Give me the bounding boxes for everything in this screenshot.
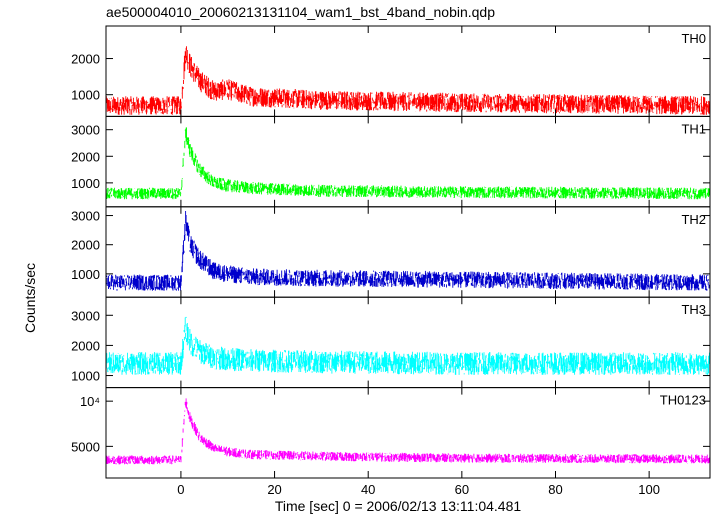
y-tick-label: 2000 — [71, 52, 100, 67]
series-line-th2 — [105, 211, 711, 291]
panel-label-th2: TH2 — [681, 212, 706, 227]
x-tick-label: 20 — [267, 482, 281, 497]
x-tick-label: 80 — [548, 482, 562, 497]
chart-title: ae500004010_20060213131104_wam1_bst_4ban… — [106, 4, 495, 20]
y-tick-label: 2000 — [71, 238, 100, 253]
y-tick-label: 3000 — [71, 123, 100, 138]
y-tick-label: 3000 — [71, 209, 100, 224]
y-tick-label: 5000 — [71, 439, 100, 454]
series-line-th3 — [105, 316, 711, 375]
x-tick-label: 100 — [638, 482, 660, 497]
series-line-th1 — [105, 127, 711, 200]
y-tick-label: 1000 — [71, 369, 100, 384]
x-tick-label: 40 — [361, 482, 375, 497]
x-tick-label: 60 — [455, 482, 469, 497]
panel-label-th1: TH1 — [681, 121, 706, 136]
panel-frame-th0123 — [105, 387, 711, 479]
y-tick-label: 10⁴ — [80, 394, 100, 409]
panel-label-th0: TH0 — [681, 31, 706, 46]
panel-label-th3: TH3 — [681, 302, 706, 317]
panel-label-th0123: TH0123 — [660, 393, 706, 408]
y-tick-label: 2000 — [71, 338, 100, 353]
x-tick-label: 0 — [177, 482, 184, 497]
y-tick-label: 1000 — [71, 267, 100, 282]
series-line-th0123 — [105, 398, 711, 465]
y-tick-label: 1000 — [71, 88, 100, 103]
x-axis-label: Time [sec] 0 = 2006/02/13 13:11:04.481 — [274, 498, 522, 514]
series-line-th0 — [105, 46, 711, 115]
y-tick-label: 2000 — [71, 149, 100, 164]
y-tick-label: 1000 — [71, 176, 100, 191]
y-tick-label: 3000 — [71, 308, 100, 323]
